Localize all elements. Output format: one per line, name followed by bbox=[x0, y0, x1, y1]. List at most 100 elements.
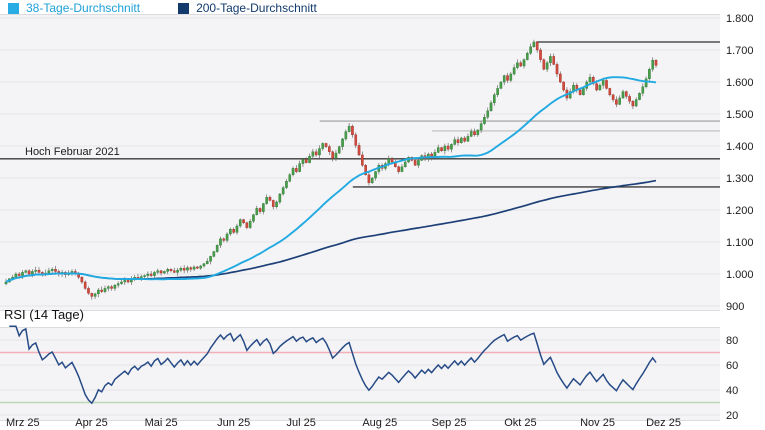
candle-up bbox=[281, 187, 285, 195]
candle-up bbox=[493, 94, 496, 104]
candle-up bbox=[301, 159, 305, 164]
candle-up bbox=[186, 267, 189, 271]
candle-down bbox=[245, 222, 249, 228]
candle-down bbox=[357, 145, 361, 156]
candle-up bbox=[225, 233, 229, 241]
candle-up bbox=[496, 88, 499, 96]
candle-down bbox=[169, 269, 173, 272]
price-axis-tick: 900 bbox=[726, 301, 744, 313]
candle-up bbox=[347, 125, 351, 132]
candle-up bbox=[489, 102, 493, 112]
candle-up bbox=[621, 91, 625, 99]
candle-down bbox=[159, 270, 163, 274]
candle-up bbox=[522, 59, 526, 67]
candle-down bbox=[351, 125, 354, 136]
candle-up bbox=[460, 137, 463, 144]
candle-up bbox=[545, 62, 549, 70]
candle-up bbox=[337, 146, 341, 154]
candle-down bbox=[87, 288, 90, 294]
candle-up bbox=[106, 286, 110, 289]
candle-up bbox=[417, 160, 420, 166]
candle-up bbox=[453, 139, 457, 145]
candle-up bbox=[34, 269, 37, 272]
candle-down bbox=[615, 99, 618, 105]
candle-up bbox=[344, 131, 348, 140]
candle-up bbox=[285, 180, 288, 188]
hoch-februar-2021-label: Hoch Februar 2021 bbox=[25, 146, 120, 158]
candle-down bbox=[390, 158, 394, 163]
candle-up bbox=[21, 272, 24, 276]
candle-up bbox=[123, 280, 127, 283]
candle-down bbox=[258, 208, 262, 212]
x-axis-month-label: Mai 25 bbox=[145, 417, 178, 429]
candle-up bbox=[47, 270, 51, 274]
candle-up bbox=[278, 193, 282, 203]
rsi-panel-title: RSI (14 Tage) bbox=[4, 307, 84, 322]
candle-down bbox=[232, 228, 235, 233]
candle-up bbox=[644, 78, 648, 88]
candle-down bbox=[397, 166, 400, 172]
candle-down bbox=[17, 273, 21, 276]
candle-down bbox=[539, 49, 542, 60]
candle-up bbox=[93, 293, 97, 297]
candle-up bbox=[648, 68, 651, 79]
candle-down bbox=[611, 94, 615, 100]
candle-up bbox=[248, 220, 252, 228]
candle-down bbox=[535, 41, 539, 51]
candle-up bbox=[450, 144, 453, 150]
candle-up bbox=[192, 266, 196, 270]
chart-legend: 38-Tage-Durchschnitt 200-Tage-Durchschni… bbox=[8, 1, 355, 16]
candle-up bbox=[116, 283, 120, 286]
candle-up bbox=[24, 270, 28, 273]
candle-up bbox=[374, 171, 377, 179]
candle-up bbox=[499, 81, 503, 89]
ma38-swatch-icon bbox=[8, 3, 19, 14]
candle-down bbox=[364, 164, 367, 175]
candle-down bbox=[149, 273, 153, 276]
candle-up bbox=[31, 271, 34, 275]
candle-up bbox=[199, 265, 202, 269]
candle-down bbox=[331, 151, 334, 159]
candle-down bbox=[314, 151, 318, 156]
price-axis-tick: 1.700 bbox=[726, 45, 754, 57]
candle-down bbox=[367, 174, 371, 184]
candle-down bbox=[172, 270, 176, 273]
candle-down bbox=[631, 100, 635, 107]
candle-up bbox=[308, 156, 311, 163]
price-axis-tick: 1.800 bbox=[726, 13, 754, 25]
x-axis-month-label: Nov 25 bbox=[580, 417, 615, 429]
candle-up bbox=[549, 56, 552, 64]
candle-down bbox=[625, 91, 628, 97]
candle-up bbox=[288, 174, 292, 182]
candle-down bbox=[295, 168, 298, 172]
candle-up bbox=[638, 92, 641, 100]
candle-up bbox=[179, 268, 183, 271]
candle-up bbox=[97, 289, 100, 295]
legend-item-ma200: 200-Tage-Durchschnitt bbox=[178, 2, 317, 15]
candle-up bbox=[265, 196, 268, 204]
candle-down bbox=[54, 269, 57, 272]
candle-up bbox=[516, 62, 519, 68]
candle-up bbox=[568, 91, 572, 99]
candle-down bbox=[446, 145, 450, 150]
candle-down bbox=[542, 59, 546, 70]
rsi-axis-tick: 80 bbox=[726, 335, 738, 347]
candle-down bbox=[324, 143, 328, 147]
price-axis-tick: 1.000 bbox=[726, 269, 754, 281]
x-axis-month-label: Apr 25 bbox=[75, 417, 107, 429]
candle-up bbox=[370, 177, 374, 184]
candle-up bbox=[252, 214, 255, 222]
rsi-axis-tick: 20 bbox=[726, 410, 738, 422]
candle-up bbox=[163, 271, 166, 274]
candle-down bbox=[555, 64, 559, 75]
candle-down bbox=[242, 219, 245, 224]
candle-up bbox=[50, 269, 54, 272]
candle-up bbox=[113, 285, 117, 289]
candle-up bbox=[153, 272, 156, 276]
candle-up bbox=[641, 86, 645, 94]
candlestick-series bbox=[4, 39, 658, 300]
candle-down bbox=[552, 56, 556, 65]
candle-up bbox=[215, 244, 219, 252]
candle-up bbox=[512, 67, 516, 75]
